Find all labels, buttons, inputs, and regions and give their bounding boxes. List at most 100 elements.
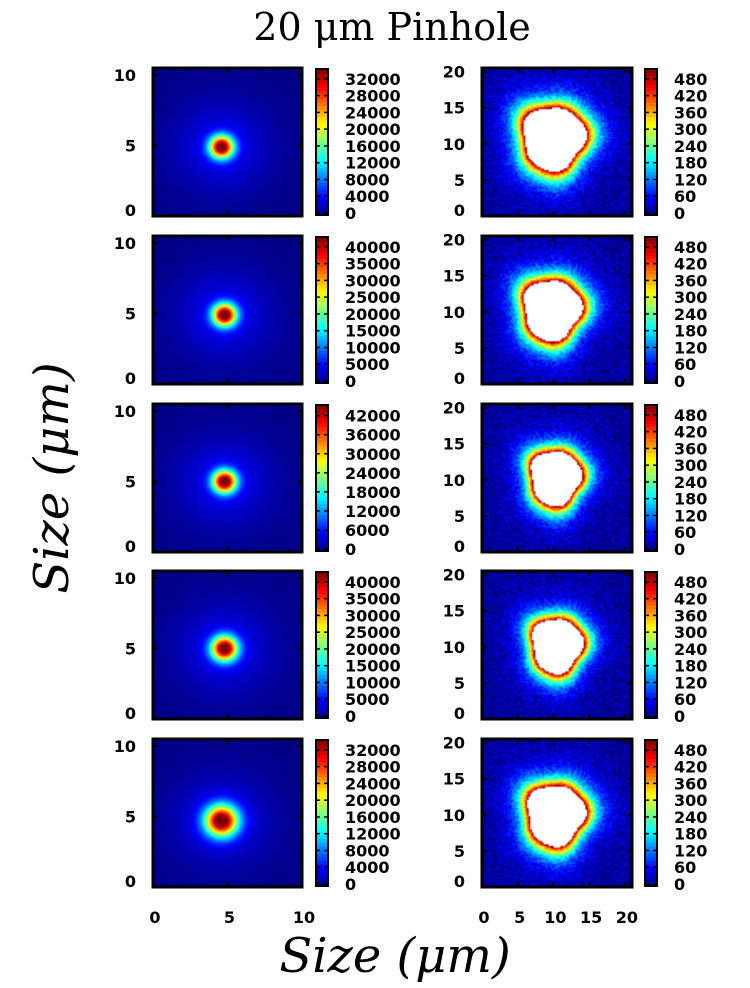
colorbar-segment xyxy=(316,90,328,96)
colorbar-segment xyxy=(645,317,657,322)
y-axis-label: Size (μm) xyxy=(24,362,80,593)
colorbar-segment xyxy=(316,441,328,446)
colorbar-label: 360 xyxy=(674,439,707,458)
colorbar-segment xyxy=(316,875,328,880)
colorbar-segment xyxy=(645,350,657,355)
colorbar-label: 24000 xyxy=(345,774,401,793)
panel-frame xyxy=(480,402,634,554)
colorbar-segment xyxy=(316,529,328,534)
colorbar-segment xyxy=(645,247,657,253)
colorbar-label: 32000 xyxy=(345,741,401,760)
colorbar-segment xyxy=(645,430,657,435)
y-tick-label: 0 xyxy=(125,872,136,891)
colorbar-segment xyxy=(316,335,328,340)
colorbar-segment xyxy=(645,193,657,198)
colorbar-segment xyxy=(316,878,328,883)
colorbar-segment xyxy=(316,240,328,245)
colorbar-segment xyxy=(316,182,328,187)
colorbar-label: 240 xyxy=(674,808,707,827)
colorbar-segment xyxy=(316,608,328,613)
colorbar-segment xyxy=(316,160,328,165)
colorbar-segment xyxy=(316,503,328,508)
colorbar-segment xyxy=(645,750,657,756)
y-tick-label: 5 xyxy=(125,305,136,324)
heatmap-image xyxy=(153,739,302,887)
colorbar-segment xyxy=(645,445,657,450)
colorbar-segment xyxy=(645,547,657,552)
colorbar-segment xyxy=(645,306,657,311)
colorbar-segment xyxy=(316,131,328,136)
colorbar-segment xyxy=(316,776,328,781)
y-tick-label: 10 xyxy=(443,135,465,154)
colorbar-segment xyxy=(645,743,657,748)
colorbar-segment xyxy=(316,142,328,147)
colorbar-segment xyxy=(316,663,328,668)
colorbar-label: 30000 xyxy=(345,606,401,625)
colorbar-label: 300 xyxy=(674,120,707,139)
colorbar-segment xyxy=(316,525,328,530)
colorbar-segment xyxy=(316,681,328,686)
colorbar-segment xyxy=(645,299,657,304)
colorbar-segment xyxy=(316,467,328,472)
heatmap-image xyxy=(482,571,632,719)
y-tick-label: 15 xyxy=(443,435,465,454)
colorbar-label: 180 xyxy=(674,154,707,173)
colorbar-segment xyxy=(645,572,657,577)
y-tick-label: 15 xyxy=(443,99,465,118)
colorbar-label: 120 xyxy=(674,170,707,189)
colorbar-segment xyxy=(645,196,657,201)
colorbar-segment xyxy=(645,342,657,348)
colorbar-segment xyxy=(645,313,657,318)
colorbar-segment xyxy=(316,291,328,296)
colorbar-label: 480 xyxy=(674,238,707,257)
colorbar-segment xyxy=(316,456,328,461)
colorbar-segment xyxy=(645,134,657,139)
colorbar-segment xyxy=(645,83,657,88)
colorbar-segment xyxy=(316,364,328,369)
colorbar-segment xyxy=(645,320,657,326)
colorbar-frame xyxy=(315,68,329,216)
colorbar-segment xyxy=(316,813,328,818)
colorbar-segment xyxy=(645,372,657,377)
colorbar-segment xyxy=(645,601,657,606)
colorbar-label: 32000 xyxy=(345,70,401,89)
colorbar-segment xyxy=(645,98,657,103)
colorbar-segment xyxy=(316,459,328,464)
colorbar-segment xyxy=(645,207,657,212)
colorbar-label: 8000 xyxy=(345,841,390,860)
colorbar-segment xyxy=(645,145,657,150)
y-tick-label: 0 xyxy=(125,369,136,388)
colorbar-segment xyxy=(316,353,328,359)
colorbar-segment xyxy=(316,834,328,840)
colorbar-segment xyxy=(645,765,657,770)
colorbar-segment xyxy=(645,101,657,107)
colorbar-segment xyxy=(645,875,657,880)
colorbar-label: 0 xyxy=(345,540,356,559)
colorbar-label: 360 xyxy=(674,271,707,290)
colorbar-segment xyxy=(316,357,328,362)
colorbar-label: 6000 xyxy=(345,521,390,540)
colorbar-segment xyxy=(316,284,328,289)
colorbar-segment xyxy=(316,207,328,212)
colorbar-label: 60 xyxy=(674,355,696,374)
colorbar-segment xyxy=(645,787,657,792)
colorbar-segment xyxy=(316,783,328,789)
colorbar-segment xyxy=(645,375,657,380)
colorbar-frame xyxy=(644,571,658,719)
colorbar-label: 240 xyxy=(674,640,707,659)
colorbar-segment xyxy=(645,659,657,664)
colorbar-segment xyxy=(316,659,328,664)
colorbar-label: 0 xyxy=(345,707,356,726)
colorbar-segment xyxy=(645,769,657,774)
colorbar-segment xyxy=(316,634,328,639)
colorbar-segment xyxy=(645,503,657,508)
colorbar-label: 60 xyxy=(674,690,696,709)
colorbar-segment xyxy=(316,361,328,366)
colorbar-segment xyxy=(316,313,328,318)
y-tick-label: 0 xyxy=(125,704,136,723)
colorbar-segment xyxy=(645,758,657,763)
colorbar-segment xyxy=(645,339,657,344)
y-tick-label: 10 xyxy=(114,402,136,421)
colorbar-segment xyxy=(645,79,657,85)
colorbar-segment xyxy=(316,163,328,169)
